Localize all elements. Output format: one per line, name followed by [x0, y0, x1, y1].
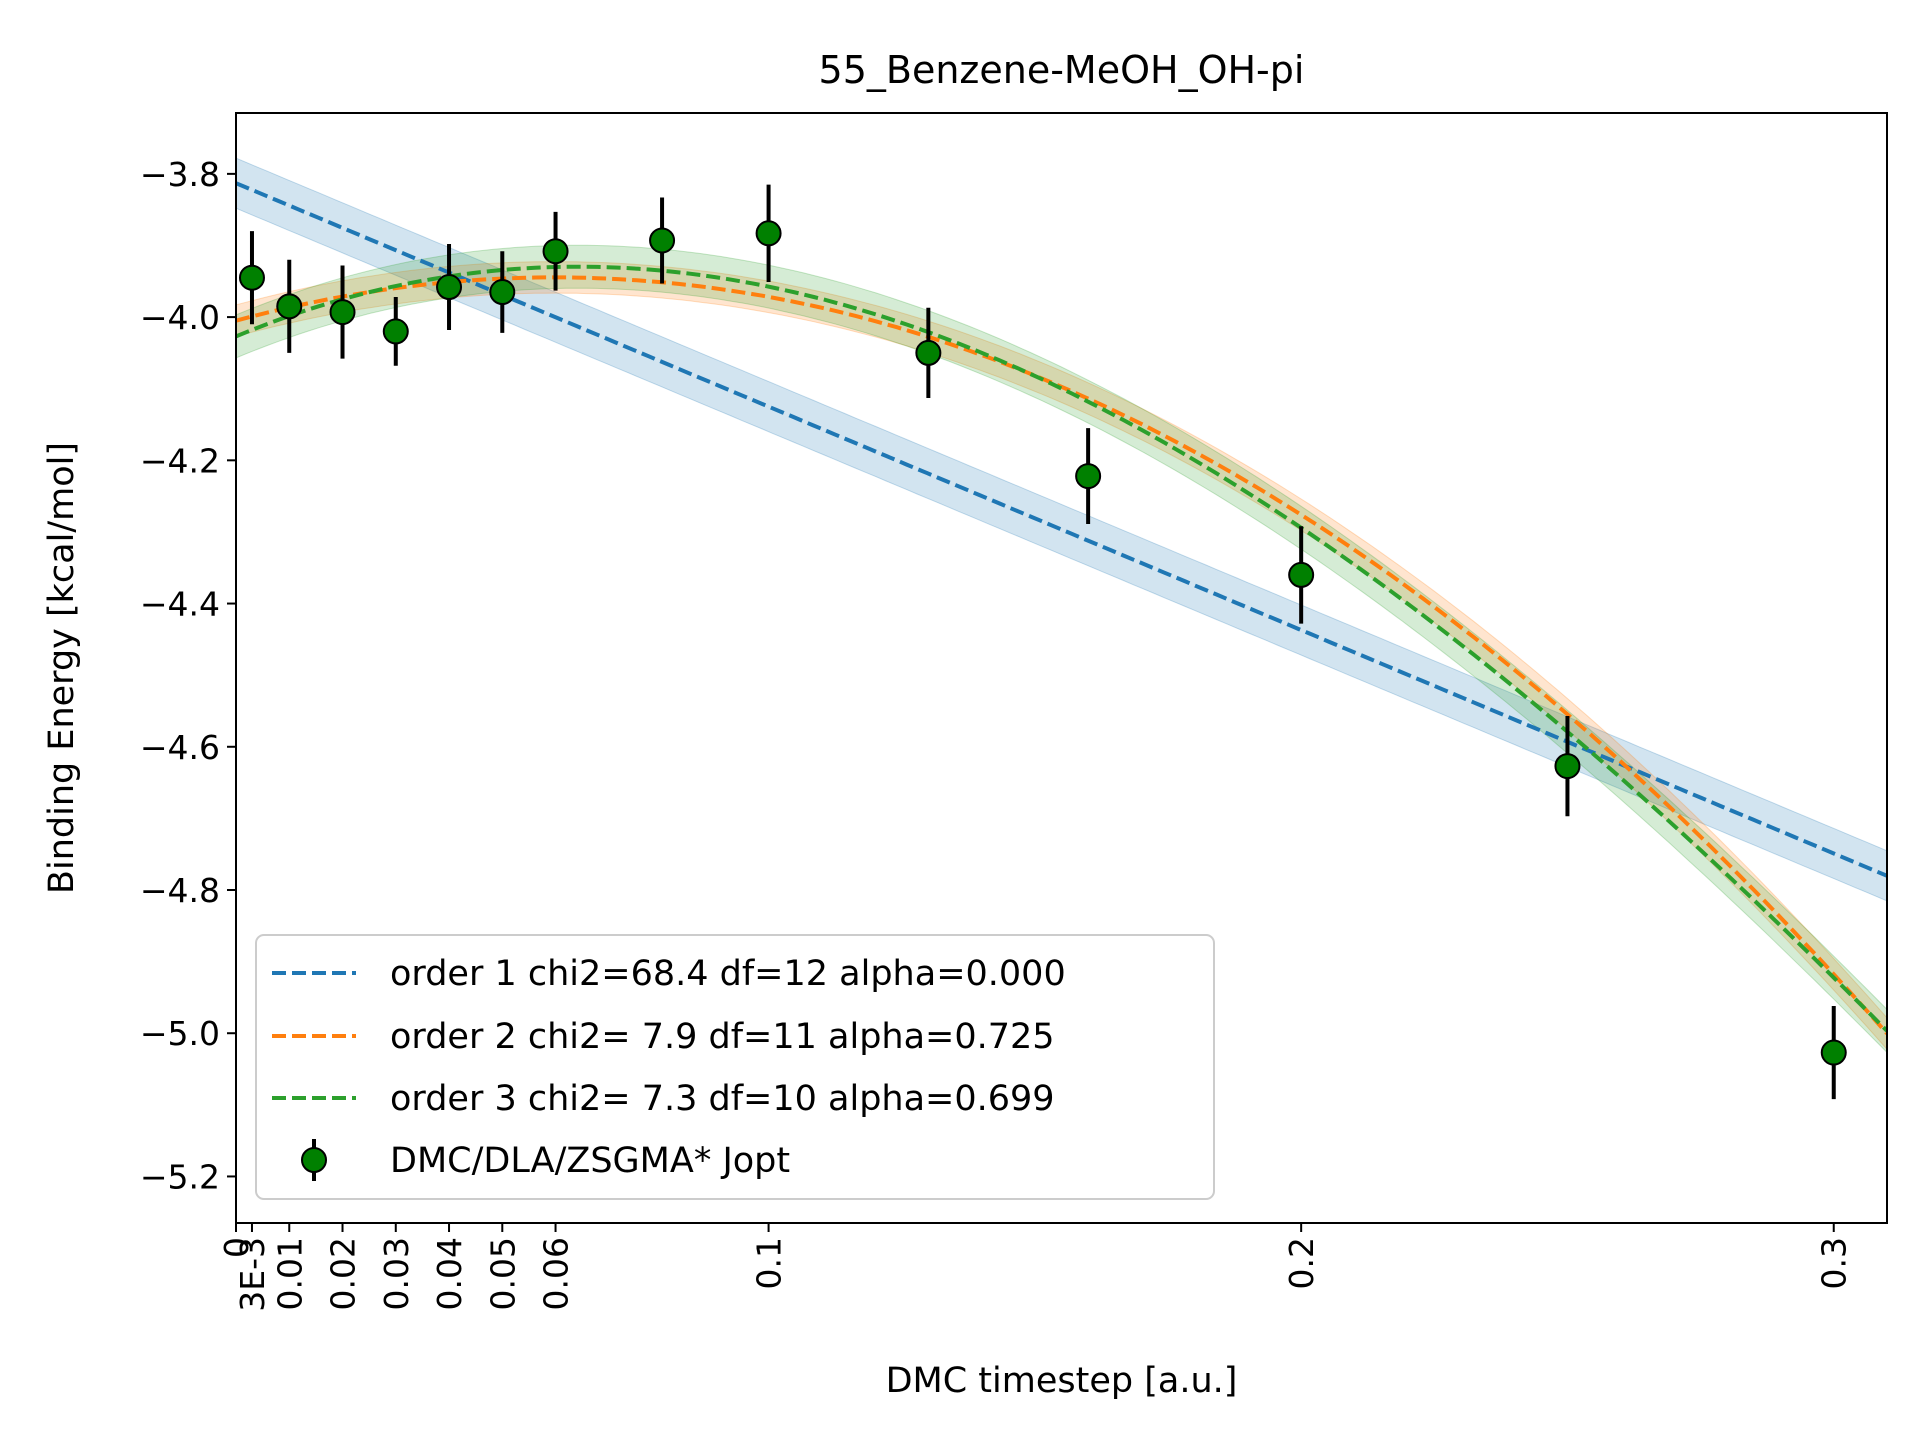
data-point [382, 297, 409, 366]
legend-swatch-data-marker [301, 1147, 327, 1173]
x-tick-label: 0.3 [1815, 1237, 1854, 1289]
data-marker [1075, 463, 1102, 490]
chart-title: 55_Benzene-MeOH_OH-pi [819, 48, 1305, 92]
data-point [1820, 1006, 1847, 1100]
x-axis-label: DMC timestep [a.u.] [886, 1361, 1238, 1401]
fit-line-order-1 [236, 181, 1887, 878]
data-point [755, 184, 782, 283]
x-axis-ticks: 03E-30.01 0.02 0.03 0.04 0.05 0.06 0.1 0.2 0.3 [217, 1223, 1854, 1312]
y-tick-label: −4.2 [140, 441, 220, 480]
y-tick-label: −5.0 [140, 1014, 220, 1053]
data-point [542, 211, 569, 291]
data-points [238, 184, 1847, 1100]
data-marker [542, 238, 569, 265]
legend-box [255, 934, 1215, 1200]
legend-label-order-2: order 2 chi2= 7.9 df=11 alpha=0.725 [390, 1017, 1055, 1057]
x-tick-label: 0.05 [483, 1237, 522, 1310]
x-tick-label: 0.02 [324, 1237, 363, 1310]
fit-band-order-2 [236, 261, 1887, 1051]
data-point [329, 265, 356, 359]
x-tick-label: 0.01 [270, 1237, 309, 1310]
data-point [489, 251, 516, 333]
plot-area [236, 157, 1887, 1100]
data-point [649, 197, 676, 284]
x-tick-label: 0.06 [537, 1237, 576, 1310]
y-tick-label: −4.8 [140, 871, 220, 910]
x-tick-label: 0 [217, 1237, 256, 1258]
legend-label-order-3: order 3 chi2= 7.3 df=10 alpha=0.699 [390, 1079, 1055, 1119]
data-marker [1820, 1039, 1847, 1066]
y-tick-label: −3.8 [140, 155, 220, 194]
y-axis-ticks: −3.8 −4.0 −4.2 −4.4 −4.6 −4.8 −5.0 −5.2 [140, 155, 236, 1196]
plot-frame [235, 112, 1888, 1224]
data-marker [382, 318, 409, 345]
data-point [436, 244, 463, 330]
fit-band-order-1 [236, 157, 1887, 902]
fit-lines [236, 181, 1887, 1035]
data-point [276, 259, 303, 353]
legend-label-order-1: order 1 chi2=68.4 df=12 alpha=0.000 [390, 954, 1066, 994]
data-marker [329, 299, 356, 326]
x-tick-label: 0.03 [377, 1237, 416, 1310]
x-tick-label: 0.2 [1282, 1237, 1321, 1289]
data-marker [276, 293, 303, 320]
y-tick-label: −4.0 [140, 298, 220, 337]
data-marker [1288, 561, 1315, 588]
y-tick-label: −4.6 [140, 728, 220, 767]
fit-line-order-3 [236, 264, 1887, 1033]
fit-bands [236, 157, 1887, 1054]
data-marker [489, 279, 516, 306]
fit-band-order-3 [236, 244, 1887, 1054]
legend: order 1 chi2=68.4 df=12 alpha=0.000 orde… [255, 934, 1215, 1200]
data-marker [436, 274, 463, 301]
data-point [1288, 526, 1315, 624]
y-tick-label: −4.4 [140, 585, 220, 624]
x-tick-label: 0.1 [750, 1237, 789, 1289]
data-point [1075, 428, 1102, 525]
data-marker [649, 227, 676, 254]
data-marker [755, 220, 782, 247]
x-tick-label: 0.04 [430, 1237, 469, 1310]
data-point [1554, 715, 1581, 817]
x-tick-label: 3E-3 [233, 1237, 272, 1312]
data-point [238, 231, 265, 325]
data-point [915, 307, 942, 399]
y-tick-label: −5.2 [140, 1157, 220, 1196]
data-marker [238, 264, 265, 291]
y-axis-label: Binding Energy [kcal/mol] [42, 442, 82, 894]
data-marker [1554, 753, 1581, 780]
data-marker [915, 339, 942, 366]
legend-label-data: DMC/DLA/ZSGMA* Jopt [390, 1141, 790, 1181]
